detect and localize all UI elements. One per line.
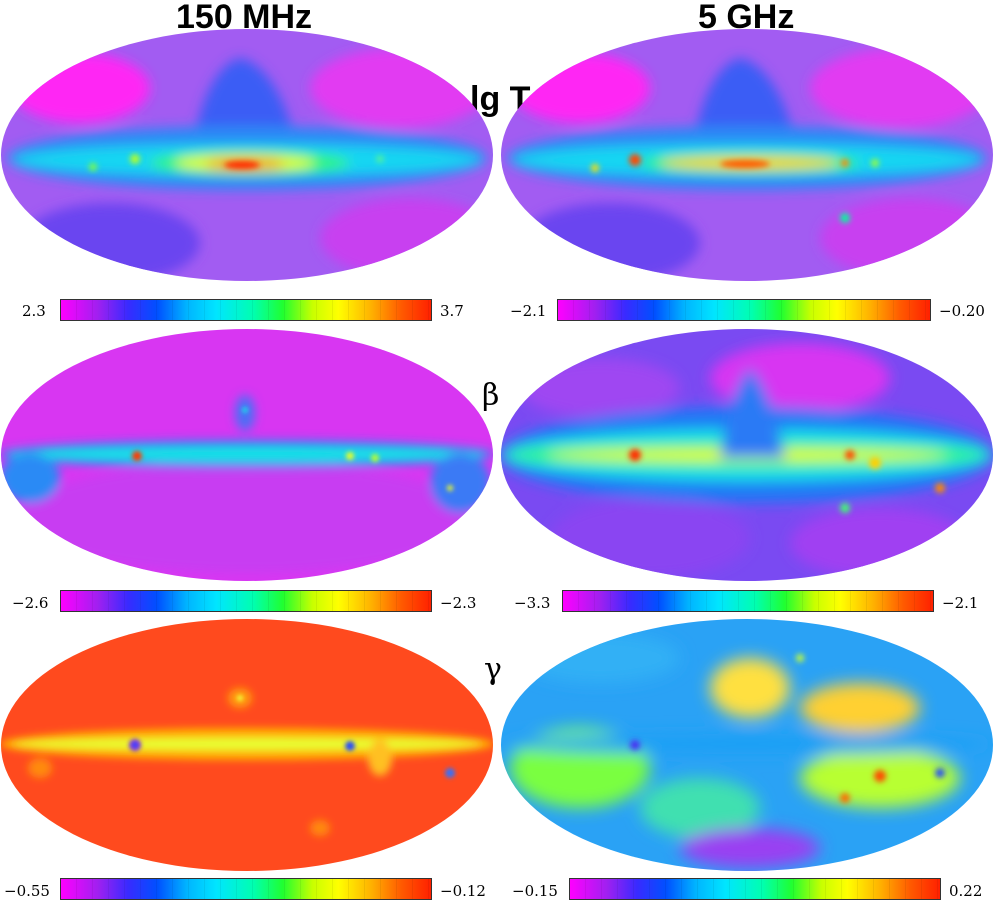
colorbar-min-lgT-5ghz: −2.1 xyxy=(510,302,547,320)
colorbar-beta-150mhz xyxy=(60,590,432,612)
map-lgT-150mhz xyxy=(0,28,494,282)
colorbar-max-lgT-5ghz: −0.20 xyxy=(939,302,985,320)
colorbar-gamma-5ghz xyxy=(569,878,941,900)
map-gamma-150mhz xyxy=(0,618,494,872)
row-label-gamma: γ xyxy=(484,652,502,687)
colorbar-min-beta-150mhz: −2.6 xyxy=(12,594,49,612)
colorbar-beta-5ghz xyxy=(562,590,934,612)
colorbar-min-gamma-5ghz: −0.15 xyxy=(512,882,558,900)
colorbar-max-beta-150mhz: −2.3 xyxy=(440,594,477,612)
map-beta-5ghz xyxy=(500,328,994,582)
map-lgT-5ghz xyxy=(500,28,994,282)
column-title-150mhz: 150 MHz xyxy=(176,0,313,36)
colorbar-min-beta-5ghz: −3.3 xyxy=(514,594,551,612)
column-title-5ghz: 5 GHz xyxy=(698,0,795,36)
map-beta-150mhz xyxy=(0,328,494,582)
colorbar-max-gamma-150mhz: −0.12 xyxy=(440,882,486,900)
colorbar-min-lgT-150mhz: 2.3 xyxy=(22,302,46,320)
colorbar-max-lgT-150mhz: 3.7 xyxy=(440,302,464,320)
colorbar-max-beta-5ghz: −2.1 xyxy=(942,594,979,612)
colorbar-lgT-5ghz xyxy=(557,299,931,321)
row-label-beta: β xyxy=(482,378,500,413)
colorbar-min-gamma-150mhz: −0.55 xyxy=(4,882,50,900)
map-gamma-5ghz xyxy=(500,618,994,872)
colorbar-lgT-150mhz xyxy=(60,299,432,321)
colorbar-max-gamma-5ghz: 0.22 xyxy=(949,882,983,900)
colorbar-gamma-150mhz xyxy=(60,878,432,900)
